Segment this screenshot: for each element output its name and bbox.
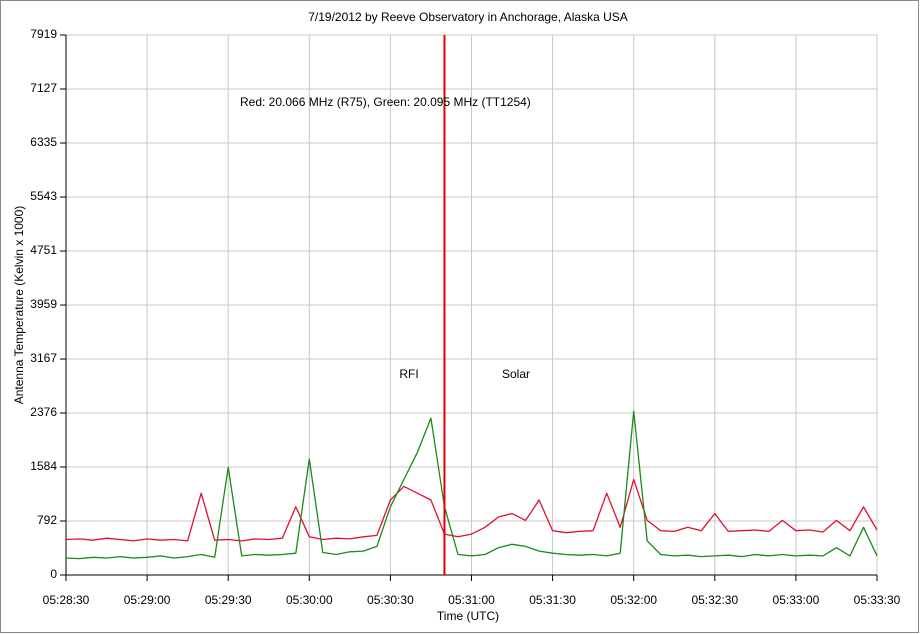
y-tick-label: 6335 xyxy=(30,135,57,149)
annotation: Red: 20.066 MHz (R75), Green: 20.095 MHz… xyxy=(240,95,531,109)
series-line xyxy=(65,410,878,560)
x-tick-label: 05:30:30 xyxy=(367,593,414,607)
annotation: Solar xyxy=(502,367,530,381)
x-tick-label: 05:32:00 xyxy=(610,593,657,607)
y-tick-label: 3959 xyxy=(30,297,57,311)
x-tick-label: 05:32:30 xyxy=(691,593,738,607)
y-tick-label: 4751 xyxy=(30,243,57,257)
x-axis-title: Time (UTC) xyxy=(437,609,499,623)
series-line xyxy=(65,478,878,542)
y-tick-label: 0 xyxy=(50,567,57,581)
x-tick-label: 05:33:30 xyxy=(854,593,901,607)
x-tick-label: 05:33:00 xyxy=(773,593,820,607)
y-tick-label: 2376 xyxy=(30,405,57,419)
y-axis-title: Antenna Temperature (Kelvin x 1000) xyxy=(12,206,26,405)
x-tick-label: 05:29:00 xyxy=(124,593,171,607)
x-tick-label: 05:31:00 xyxy=(448,593,495,607)
y-tick-label: 1584 xyxy=(30,459,57,473)
annotation: RFI xyxy=(399,367,418,381)
y-tick-label: 792 xyxy=(37,513,57,527)
y-tick-label: 7919 xyxy=(30,27,57,41)
x-tick-label: 05:31:30 xyxy=(529,593,576,607)
x-tick-label: 05:30:00 xyxy=(286,593,333,607)
y-tick-label: 5543 xyxy=(30,189,57,203)
chart-title: 7/19/2012 by Reeve Observatory in Anchor… xyxy=(308,10,628,24)
x-tick-label: 05:28:30 xyxy=(43,593,90,607)
y-tick-label: 7127 xyxy=(30,81,57,95)
y-tick-label: 3167 xyxy=(30,351,57,365)
x-tick-label: 05:29:30 xyxy=(205,593,252,607)
